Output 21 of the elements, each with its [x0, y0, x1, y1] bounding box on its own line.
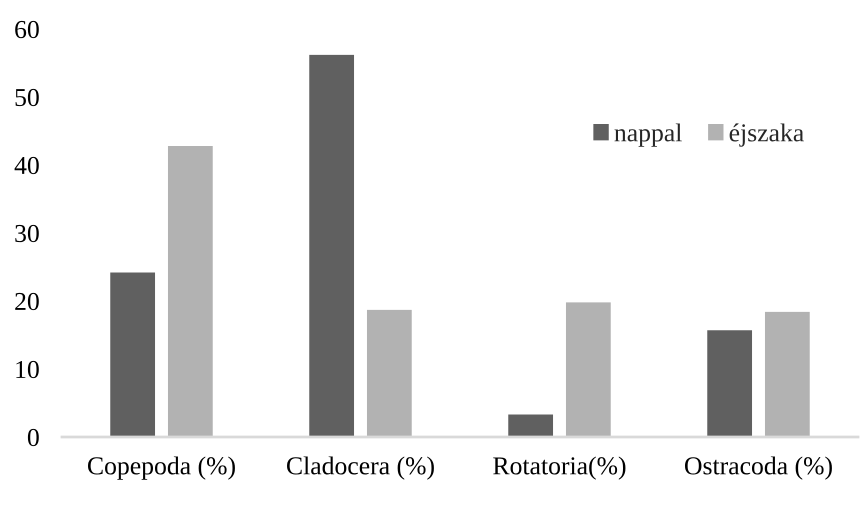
bar [110, 272, 156, 437]
x-tick-label: Cladocera (%) [287, 456, 434, 480]
bar [309, 54, 354, 437]
y-tick-label: 10 [16, 360, 39, 378]
bar [566, 302, 611, 437]
y-tick-label: 30 [15, 224, 39, 242]
y-tick-label: 20 [15, 292, 39, 310]
legend-label: nappal [614, 123, 682, 147]
y-tick-label: 0 [28, 428, 39, 446]
bar [707, 330, 752, 437]
bar [764, 312, 810, 437]
bar [366, 310, 412, 437]
legend-label: éjszaka [730, 123, 804, 147]
y-tick-label: 60 [15, 20, 39, 38]
x-tick-label: Copepoda (%) [88, 456, 235, 480]
bar [508, 414, 554, 437]
y-tick-label: 40 [14, 156, 39, 174]
bar [168, 146, 213, 437]
x-tick-label: Rotatoria(%) [493, 456, 626, 480]
x-tick-label: Ostracoda (%) [685, 456, 832, 480]
y-tick-label: 50 [16, 88, 39, 106]
